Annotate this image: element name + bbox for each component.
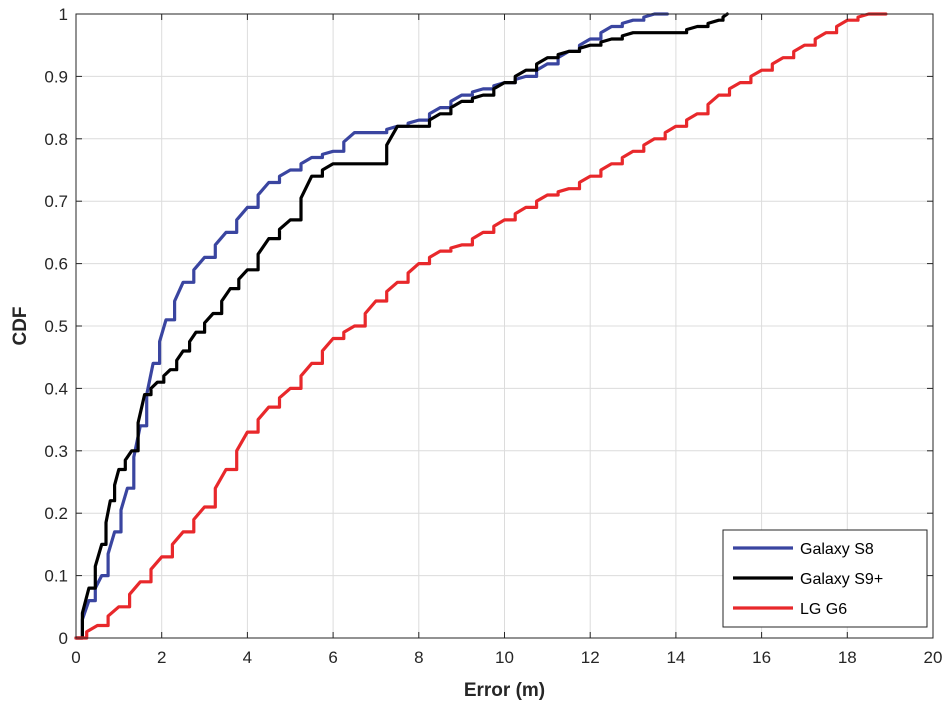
x-tick-label: 8 xyxy=(414,648,423,667)
legend: Galaxy S8 Galaxy S9+ LG G6 xyxy=(722,529,928,628)
y-tick-label: 1 xyxy=(59,5,68,24)
y-tick-label: 0.2 xyxy=(44,504,68,523)
series-line-2 xyxy=(74,12,729,640)
x-tick-label: 2 xyxy=(157,648,166,667)
x-tick-label: 0 xyxy=(71,648,80,667)
x-tick-label: 10 xyxy=(495,648,514,667)
x-tick-label: 4 xyxy=(243,648,252,667)
x-axis-title: Error (m) xyxy=(464,680,545,701)
x-tick-label: 12 xyxy=(581,648,600,667)
legend-label-1: Galaxy S8 xyxy=(800,541,874,558)
y-axis-title: CDF xyxy=(10,306,31,345)
x-tick-label: 20 xyxy=(924,648,943,667)
x-tick-label: 6 xyxy=(328,648,337,667)
legend-label-2: Galaxy S9+ xyxy=(800,571,883,588)
x-tick-label: 14 xyxy=(666,648,685,667)
y-tick-label: 0.1 xyxy=(44,567,68,586)
series-line-3 xyxy=(74,12,888,640)
x-tick-label: 16 xyxy=(752,648,771,667)
y-tick-label: 0.9 xyxy=(44,67,68,86)
legend-label-3: LG G6 xyxy=(800,601,847,618)
y-tick-label: 0.5 xyxy=(44,317,68,336)
axis-ticks: 0 2 4 6 8 10 12 14 16 18 20 0 0.1 0.2 0.3 0.4 0.5 0.6 0.7 0… xyxy=(44,5,942,667)
y-tick-label: 0.7 xyxy=(44,192,68,211)
y-tick-label: 0.8 xyxy=(44,130,68,149)
y-tick-label: 0 xyxy=(59,629,68,648)
y-tick-label: 0.3 xyxy=(44,442,68,461)
y-tick-label: 0.4 xyxy=(44,379,68,398)
y-tick-label: 0.6 xyxy=(44,255,68,274)
x-tick-label: 18 xyxy=(838,648,857,667)
series-lines xyxy=(74,12,888,640)
